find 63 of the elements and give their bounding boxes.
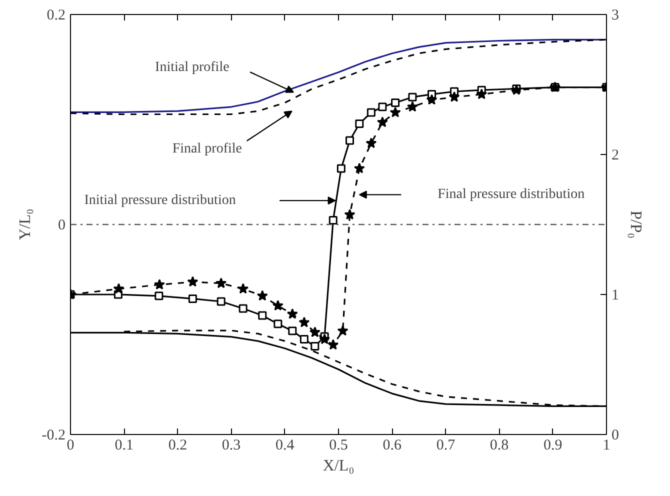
point: [309, 326, 320, 338]
point: [336, 164, 346, 173]
point: [154, 292, 164, 300]
point: [300, 335, 308, 344]
y-tick-label: 0: [58, 218, 66, 234]
point: [216, 278, 227, 288]
y-tick-label: -0.2: [42, 428, 66, 444]
point: [337, 325, 348, 336]
y2-tick-label: 0: [612, 428, 619, 444]
point: [286, 308, 298, 319]
point: [319, 334, 330, 344]
point: [344, 208, 356, 220]
x-tick-label: 0.9: [544, 438, 562, 454]
point: [328, 339, 339, 350]
point: [354, 162, 365, 174]
point: [408, 92, 417, 102]
x-tick-label: 0.5: [329, 438, 348, 454]
x-tick-label: 0.4: [276, 438, 295, 454]
point: [238, 283, 249, 294]
point: [272, 300, 284, 310]
point: [448, 91, 460, 102]
x-tick-label: 0.2: [168, 438, 188, 454]
point: [378, 102, 387, 112]
x-tick-label: 1: [602, 438, 610, 454]
point: [258, 311, 267, 320]
y2-axis-title: P/P₀: [627, 210, 644, 238]
point: [366, 138, 377, 148]
point: [376, 116, 388, 128]
y2-tick-label: 1: [612, 288, 619, 304]
point: [288, 326, 297, 336]
x-axis-title: X/L₀: [322, 458, 354, 474]
point: [274, 320, 282, 328]
y2-tick-label: 2: [612, 148, 619, 164]
annotation: Final profile: [172, 141, 242, 156]
point: [346, 136, 354, 145]
point: [355, 119, 364, 128]
annotation: Initial profile: [155, 60, 230, 75]
point: [391, 98, 400, 107]
x-tick-label: 0.3: [222, 438, 241, 454]
annotation: Final pressure distribution: [438, 187, 585, 202]
y-tick-label: 0.2: [46, 8, 66, 24]
point: [476, 88, 488, 100]
annotation: Initial pressure distribution: [84, 193, 236, 208]
x-tick-label: 0.6: [382, 438, 402, 454]
point: [216, 297, 226, 306]
x-tick-label: 0.8: [490, 438, 509, 454]
point: [188, 294, 197, 303]
point: [154, 278, 165, 290]
y2-tick-label: 3: [612, 8, 619, 24]
point: [113, 283, 124, 294]
point: [238, 304, 248, 313]
point: [310, 342, 320, 351]
point: [406, 101, 418, 112]
y-axis-title: Y/L₀: [16, 208, 34, 240]
x-tick-label: 0.1: [114, 438, 134, 454]
point: [366, 108, 376, 117]
point: [256, 290, 268, 301]
point: [298, 316, 310, 328]
point: [390, 106, 401, 118]
point: [187, 276, 198, 287]
point: [426, 94, 438, 105]
point: [328, 216, 338, 225]
x-tick-label: 0.7: [436, 438, 456, 454]
